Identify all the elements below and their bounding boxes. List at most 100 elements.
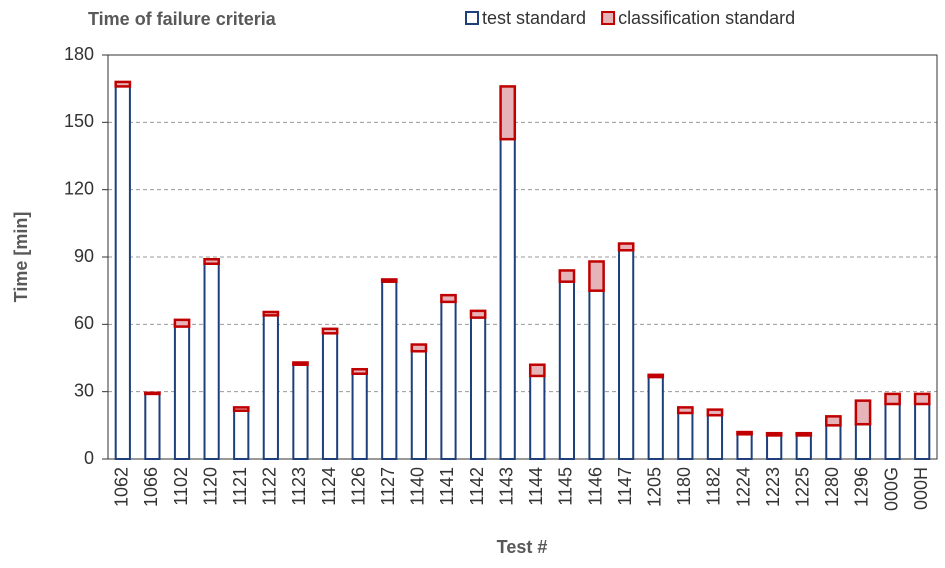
bar-segment — [440, 293, 457, 304]
y-tick-label: 0 — [84, 448, 94, 468]
bar-segment — [232, 406, 250, 412]
bar-segment — [677, 411, 694, 461]
x-tick-label: 1225 — [793, 467, 813, 507]
bar-segment — [795, 434, 812, 460]
bar-segment — [292, 363, 309, 461]
bar-segment — [795, 431, 813, 437]
bar-segment — [766, 434, 783, 460]
x-tick-label: 1205 — [644, 467, 664, 507]
x-tick-label: 1121 — [230, 467, 250, 506]
bar-segment — [381, 280, 398, 461]
legend-swatch — [465, 11, 479, 25]
bar-segment — [825, 424, 842, 461]
bar-segment — [736, 430, 753, 436]
x-tick-label: 1120 — [200, 467, 220, 506]
x-tick-label: 1127 — [378, 467, 398, 506]
bar-segment — [440, 300, 457, 460]
bar-segment — [647, 373, 665, 379]
x-tick-label: 1124 — [319, 467, 339, 506]
y-axis-label: Time [min] — [11, 212, 31, 303]
x-tick-label: 1142 — [467, 467, 487, 506]
bar-segment — [913, 392, 931, 406]
legend-label: classification standard — [618, 8, 795, 28]
bar-segment — [351, 367, 369, 375]
x-tick-label: 1147 — [615, 467, 635, 506]
bar-segment — [203, 262, 220, 460]
bar-segment — [114, 80, 132, 88]
y-tick-label: 60 — [74, 313, 94, 333]
legend-label: test standard — [482, 8, 586, 28]
x-tick-label: 1144 — [526, 467, 546, 506]
y-tick-label: 90 — [74, 246, 94, 266]
x-tick-label: 1102 — [171, 467, 191, 506]
bar-segment — [173, 318, 191, 328]
bar-segment — [558, 269, 576, 283]
x-tick-label: 1296 — [852, 467, 872, 507]
y-tick-label: 30 — [74, 380, 94, 400]
bar-segment — [588, 289, 605, 460]
bar-segment — [854, 423, 872, 461]
bar-segment — [469, 309, 487, 319]
bar-segment — [203, 257, 220, 265]
bar-segment — [558, 280, 576, 461]
bar-segment — [351, 372, 368, 461]
x-tick-label: 1146 — [585, 467, 605, 506]
bar-segment — [321, 327, 339, 335]
y-tick-label: 180 — [64, 44, 94, 64]
bar-segment — [292, 361, 309, 366]
x-axis-label: Test # — [497, 537, 548, 557]
bar-segment — [617, 242, 635, 252]
x-tick-label: 1143 — [496, 467, 516, 506]
bar-segment — [410, 350, 427, 460]
plot-frame — [107, 54, 938, 460]
bar-segment — [528, 363, 546, 378]
bar-segment — [144, 392, 161, 460]
x-tick-label: 1224 — [733, 467, 753, 507]
x-tick-label: 1066 — [141, 467, 161, 507]
bar-segment — [380, 278, 398, 283]
chart-title: Time of failure criteria — [88, 9, 277, 29]
x-tick-label: 1140 — [408, 467, 428, 506]
bar-segment — [884, 392, 901, 406]
bar-segment — [114, 85, 131, 461]
bar-segment — [854, 399, 872, 426]
bar-segment — [618, 249, 635, 460]
bar-segment — [706, 408, 724, 417]
x-tick-label: 1223 — [763, 467, 783, 507]
bar-segment — [588, 260, 605, 292]
bar-segment — [914, 403, 931, 460]
x-tick-label: 1126 — [348, 467, 368, 506]
bar-segment — [499, 138, 516, 461]
x-tick-label: 1123 — [289, 467, 309, 506]
x-tick-label: 1141 — [437, 467, 457, 506]
legend-swatch — [601, 11, 616, 25]
x-tick-label: 1180 — [674, 467, 694, 506]
x-tick-label: 000G — [881, 467, 901, 511]
bar-segment — [262, 314, 279, 460]
bar-segment — [529, 374, 546, 461]
bar-segment — [736, 433, 753, 460]
bar-segment — [233, 409, 250, 460]
bar-segment — [173, 325, 191, 461]
bar-segment — [469, 316, 487, 460]
bar-segment — [410, 343, 428, 353]
bar-segment — [676, 406, 694, 415]
x-tick-label: 1280 — [822, 467, 842, 507]
y-tick-label: 150 — [64, 111, 94, 131]
x-tick-label: 1062 — [112, 467, 132, 507]
bar-segment — [144, 391, 161, 396]
bar-segment — [499, 85, 517, 141]
bar-segment — [647, 376, 664, 461]
x-tick-label: 1182 — [704, 467, 724, 506]
bar-segment — [706, 414, 724, 461]
bar-segment — [321, 332, 339, 460]
x-tick-label: 1122 — [260, 467, 280, 506]
bar-segment — [884, 403, 901, 460]
bar-segment — [765, 431, 783, 437]
x-tick-label: 1145 — [556, 467, 576, 506]
y-tick-label: 120 — [64, 178, 94, 198]
x-tick-label: 000H — [911, 467, 931, 510]
bar-segment — [262, 310, 280, 317]
bar-segment — [825, 415, 842, 427]
